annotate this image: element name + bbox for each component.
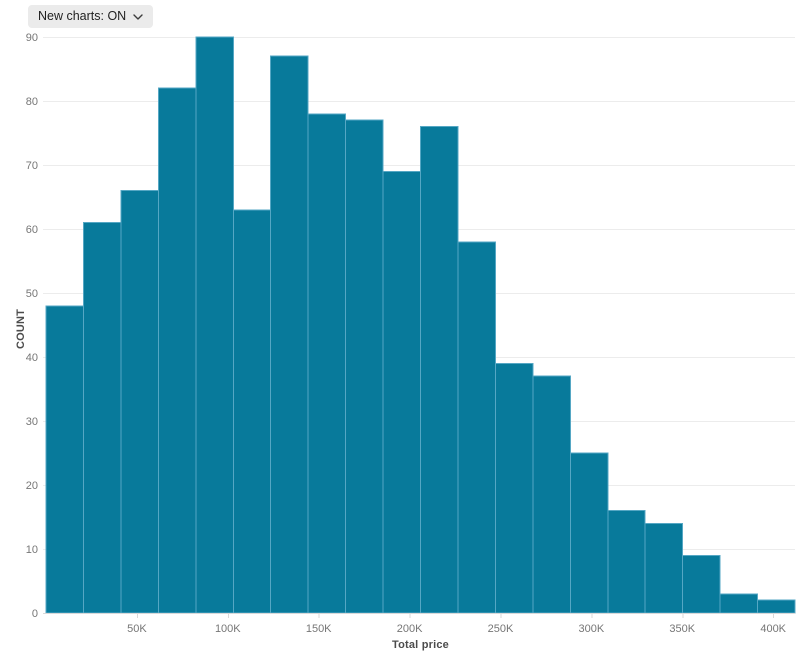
histogram-bar[interactable] — [494, 362, 534, 614]
y-axis-tick-label: 60 — [26, 224, 38, 236]
histogram-bar[interactable] — [719, 593, 759, 614]
histogram-bar[interactable] — [232, 209, 272, 614]
x-axis-tick-label: 350K — [669, 623, 695, 635]
histogram-bar[interactable] — [195, 36, 234, 614]
new-charts-dropdown-label: New charts: ON — [38, 9, 127, 23]
histogram-bar[interactable] — [307, 113, 347, 614]
histogram-bar[interactable] — [120, 190, 159, 614]
y-axis-tick-label: 0 — [32, 608, 38, 620]
y-axis-title: COUNT — [15, 309, 27, 349]
histogram-bar[interactable] — [157, 87, 197, 614]
y-axis-tick-label: 90 — [26, 32, 38, 44]
x-axis-tick-label: 50K — [127, 623, 147, 635]
histogram-bar[interactable] — [569, 452, 609, 614]
x-axis-tick-label: 200K — [397, 623, 423, 635]
histogram-bar[interactable] — [607, 510, 646, 614]
x-axis-tick-label: 400K — [760, 623, 786, 635]
y-axis-tick-label: 50 — [26, 288, 38, 300]
x-axis-tick-label: 100K — [215, 623, 241, 635]
histogram-bar[interactable] — [420, 126, 459, 614]
histogram-bar[interactable] — [382, 170, 421, 614]
histogram-bar[interactable] — [457, 241, 496, 614]
histogram-bar[interactable] — [644, 522, 684, 614]
histogram-bar[interactable] — [682, 554, 721, 614]
histogram-bar[interactable] — [532, 375, 571, 614]
x-axis-tick-label: 300K — [579, 623, 605, 635]
histogram-bar[interactable] — [45, 305, 84, 614]
y-axis-tick-label: 20 — [26, 480, 38, 492]
x-axis-tick-label: 150K — [306, 623, 332, 635]
y-axis-tick-label: 30 — [26, 416, 38, 428]
x-axis-tick-label: 250K — [488, 623, 514, 635]
y-axis-tick-label: 40 — [26, 352, 38, 364]
new-charts-dropdown[interactable]: New charts: ON — [28, 5, 154, 28]
y-axis-tick-label: 70 — [26, 160, 38, 172]
histogram-bar[interactable] — [270, 55, 309, 614]
chevron-down-icon — [133, 13, 143, 20]
x-axis-title: Total price — [392, 639, 449, 651]
histogram-bar[interactable] — [757, 599, 796, 614]
y-axis-tick-label: 80 — [26, 96, 38, 108]
y-axis-tick-label: 10 — [26, 544, 38, 556]
histogram-bar[interactable] — [82, 222, 122, 614]
histogram-bar[interactable] — [345, 119, 384, 614]
